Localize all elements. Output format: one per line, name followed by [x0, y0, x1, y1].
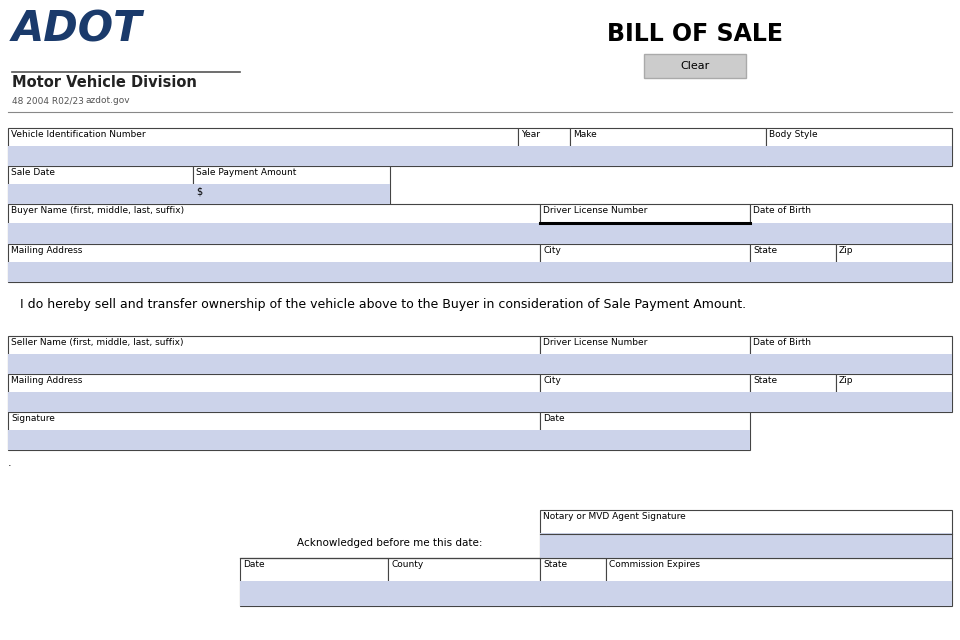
Bar [750, 204, 952, 244]
Text: City: City [543, 246, 561, 255]
Bar [540, 204, 750, 244]
Text: Vehicle Identification Number: Vehicle Identification Number [11, 130, 146, 139]
Bar [750, 374, 836, 412]
Bar [750, 223, 952, 244]
Bar [766, 128, 952, 166]
Bar [540, 430, 750, 450]
Bar [193, 166, 390, 204]
Bar [388, 558, 540, 606]
Text: Sale Date: Sale Date [11, 168, 55, 177]
Bar [540, 336, 750, 374]
Bar [540, 374, 750, 412]
Bar [8, 412, 540, 450]
Text: Year: Year [521, 130, 540, 139]
Text: Notary or MVD Agent Signature: Notary or MVD Agent Signature [543, 512, 685, 521]
Bar [606, 558, 952, 606]
Bar [836, 374, 952, 412]
Bar [836, 392, 952, 412]
Bar [540, 355, 750, 374]
Bar [518, 146, 570, 166]
Bar [540, 223, 750, 244]
Text: State: State [543, 560, 567, 569]
Bar [240, 558, 388, 606]
Bar [570, 146, 766, 166]
Bar [570, 128, 766, 166]
Text: Mailing Address: Mailing Address [11, 246, 83, 255]
Bar [750, 336, 952, 374]
Bar [8, 262, 540, 282]
Bar [750, 262, 836, 282]
Text: Date of Birth: Date of Birth [753, 206, 811, 215]
Text: Date of Birth: Date of Birth [753, 338, 811, 347]
FancyBboxPatch shape [644, 54, 746, 78]
Bar [836, 244, 952, 282]
Bar [750, 244, 836, 282]
Bar [540, 533, 952, 558]
Bar [8, 244, 540, 282]
Bar [540, 262, 750, 282]
Text: Buyer Name (first, middle, last, suffix): Buyer Name (first, middle, last, suffix) [11, 206, 184, 215]
Text: Signature: Signature [11, 414, 55, 423]
Bar [750, 392, 836, 412]
Bar [540, 412, 750, 450]
Bar [8, 128, 518, 166]
Text: Mailing Address: Mailing Address [11, 376, 83, 385]
Bar [240, 581, 388, 606]
Bar [8, 223, 540, 244]
Bar [766, 146, 952, 166]
Text: Zip: Zip [839, 376, 853, 385]
Text: Motor Vehicle Division: Motor Vehicle Division [12, 75, 197, 90]
Bar [8, 336, 540, 374]
Bar [8, 430, 540, 450]
Bar [518, 128, 570, 166]
Bar [750, 355, 952, 374]
Text: Zip: Zip [839, 246, 853, 255]
Bar [606, 581, 952, 606]
Text: I do hereby sell and transfer ownership of the vehicle above to the Buyer in con: I do hereby sell and transfer ownership … [8, 298, 746, 311]
Bar [388, 581, 540, 606]
Text: Clear: Clear [681, 61, 709, 71]
Text: $: $ [196, 186, 203, 196]
Text: Seller Name (first, middle, last, suffix): Seller Name (first, middle, last, suffix… [11, 338, 183, 347]
Bar [8, 204, 540, 244]
Text: azdot.gov: azdot.gov [85, 96, 130, 105]
Text: Body Style: Body Style [769, 130, 818, 139]
Text: 48 2004 R02/23: 48 2004 R02/23 [12, 96, 84, 105]
Bar [8, 146, 518, 166]
Bar [8, 184, 193, 204]
Text: Driver License Number: Driver License Number [543, 338, 647, 347]
Text: Sale Payment Amount: Sale Payment Amount [196, 168, 297, 177]
Bar [540, 558, 606, 606]
Bar [8, 166, 193, 204]
Bar [540, 392, 750, 412]
Bar [836, 262, 952, 282]
Text: BILL OF SALE: BILL OF SALE [607, 22, 783, 46]
Text: Date: Date [543, 414, 564, 423]
Bar [8, 355, 540, 374]
Bar [540, 244, 750, 282]
Text: Commission Expires: Commission Expires [609, 560, 700, 569]
Bar [540, 510, 952, 558]
Bar [8, 392, 540, 412]
Text: State: State [753, 376, 778, 385]
Text: Make: Make [573, 130, 597, 139]
Text: County: County [391, 560, 423, 569]
Text: City: City [543, 376, 561, 385]
Bar [193, 184, 390, 204]
Text: State: State [753, 246, 778, 255]
Text: .: . [8, 458, 12, 468]
Text: Driver License Number: Driver License Number [543, 206, 647, 215]
Bar [540, 581, 606, 606]
Bar [8, 374, 540, 412]
Text: Date: Date [243, 560, 265, 569]
Text: Acknowledged before me this date:: Acknowledged before me this date: [298, 538, 483, 548]
Text: ADOT: ADOT [12, 8, 142, 50]
